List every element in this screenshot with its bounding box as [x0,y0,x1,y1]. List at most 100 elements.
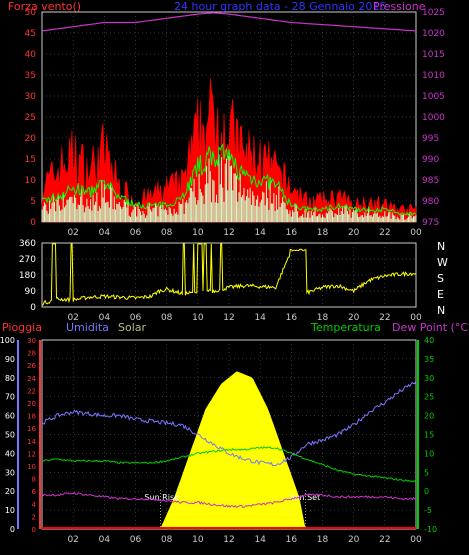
x-tick-label: 08 [161,535,173,545]
wind-speed-tick-label: 10 [25,176,37,186]
wind-speed-tick-label: 35 [25,71,36,81]
pressure-tick-label: 975 [422,218,439,228]
x-tick-label: 00 [410,535,422,545]
temperature-humidity-series: Sun Rise Sun Set [41,371,417,530]
temperature-tick-label: -10 [424,525,437,534]
x-tick-label: 06 [130,313,142,323]
x-tick-label: 12 [223,228,234,238]
pressure-tick-label: 1015 [422,50,445,60]
wind-pressure-series [41,12,417,223]
x-tick-label: 22 [379,535,390,545]
humidity-tick-label: 40 [5,449,15,458]
temperature-tick-label: 10 [424,449,434,458]
temperature-axis: -10 -5 0 5 10 15 20 25 30 35 40 [417,336,437,534]
compass-label: W [437,256,448,269]
wind-speed-tick-label: 50 [25,8,37,18]
wind-average-series [41,143,417,217]
x-tick-label: 20 [348,535,360,545]
wind-speed-tick-label: 0 [30,218,36,228]
rain-tick-label: 14 [27,438,36,446]
x-tick-label: 10 [192,535,204,545]
pressure-axis: 975 980 985 990 995 1000 1005 1010 1015 1020 1025 [422,8,445,228]
rain-tick-label: 26 [27,362,36,370]
temperature-legend-label: Temperatura [310,321,381,334]
humidity-tick-label: 60 [5,412,15,421]
x-tick-label: 04 [99,228,111,238]
x-tick-label: 08 [161,228,173,238]
x-tick-label: 16 [286,228,298,238]
rain-tick-label: 28 [27,350,36,358]
pressure-tick-label: 980 [422,197,439,207]
x-tick-label: 02 [67,313,78,323]
pressure-tick-label: 1005 [422,92,445,102]
x-tick-label: 00 [410,228,422,238]
temperature-tick-label: -5 [424,506,432,515]
x-tick-label: 04 [99,535,111,545]
rain-tick-label: 30 [27,337,36,345]
x-tick-label: 06 [130,228,142,238]
humidity-axis: 0 10 20 30 40 50 60 70 80 90 100 [0,336,19,534]
humidity-series [41,380,417,467]
rain-tick-label: 16 [27,425,36,433]
x-tick-label: 18 [317,535,329,545]
temperature-tick-label: 5 [424,468,429,477]
x-tick-label: 00 [410,313,422,323]
wind-direction-axis: 0 90 180 270 360 [19,239,36,313]
x-tick-label: 22 [379,228,390,238]
compass-label: N [437,240,445,253]
wind-speed-bars [41,154,417,222]
rain-tick-label: 18 [27,413,36,421]
rain-tick-label: 12 [27,450,36,458]
x-tick-label: 18 [317,313,329,323]
rain-tick-label: 20 [27,400,36,408]
x-tick-label: 10 [192,228,204,238]
temperature-tick-label: 20 [424,412,434,421]
temperature-tick-label: 0 [424,487,429,496]
humidity-tick-label: 90 [5,355,15,364]
pressure-tick-label: 1025 [422,8,445,18]
compass-label: N [437,304,445,317]
temperature-tick-label: 35 [424,355,434,364]
wind-speed-tick-label: 25 [25,113,36,123]
humidity-tick-label: 100 [0,336,15,345]
x-tick-label: 08 [161,313,173,323]
rain-tick-label: 24 [27,375,36,383]
rain-tick-label: 10 [27,463,36,471]
rain-tick-label: 6 [32,488,37,496]
rain-tick-label: 2 [32,513,36,521]
wind-speed-tick-label: 5 [30,197,36,207]
wind-direction-tick-label: 360 [19,239,36,249]
humidity-tick-label: 50 [5,431,15,440]
humidity-tick-label: 30 [5,468,15,477]
rain-tick-label: 4 [32,501,37,509]
wind-direction-x-axis: 02 04 06 08 10 12 14 16 18 20 22 00 [67,313,422,323]
humidity-tick-label: 80 [5,374,15,383]
x-tick-label: 14 [254,535,266,545]
rain-tick-label: 22 [27,387,36,395]
humidity-tick-label: 0 [10,525,15,534]
wind-speed-tick-label: 30 [25,92,37,102]
x-tick-label: 10 [192,313,204,323]
wind-speed-tick-label: 40 [25,50,37,60]
wind-speed-tick-label: 20 [25,134,37,144]
humidity-tick-label: 70 [5,393,15,402]
temperature-series [41,446,417,483]
wind-direction-tick-label: 0 [30,303,36,313]
x-tick-label: 20 [348,228,360,238]
wind-speed-tick-label: 45 [25,29,36,39]
wind-direction-series [41,243,417,306]
solar-series [160,371,306,530]
temperature-tick-label: 25 [424,393,434,402]
pressure-axis-title: Pressione [373,0,426,13]
x-tick-label: 18 [317,228,329,238]
temperature-tick-label: 30 [424,374,434,383]
wind-direction-tick-label: 270 [19,255,36,265]
x-tick-label: 14 [254,228,266,238]
humidity-tick-label: 10 [5,506,15,515]
dewpoint-series [41,491,417,509]
pressure-tick-label: 990 [422,155,439,165]
compass-label: E [437,288,444,301]
dewpoint-legend-label: Dew Point (°C) [392,321,469,334]
